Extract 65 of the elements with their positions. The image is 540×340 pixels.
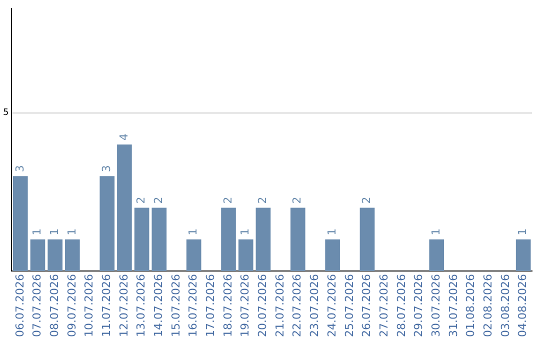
data-label: 1 [429,228,442,236]
data-label: 1 [325,228,338,236]
bar [429,239,444,272]
x-tick-label: 10.07.2026 [82,274,96,338]
data-label: 2 [360,196,374,204]
x-tick-label: 17.07.2026 [204,274,218,338]
data-label: 1 [65,228,78,236]
bar [186,239,202,272]
bar [360,208,375,272]
data-label: 2 [134,196,148,204]
data-label: 2 [221,196,234,204]
bar [100,176,115,272]
bar [152,208,167,272]
x-tick-label: 23.07.2026 [308,274,322,338]
y-tick-label: 5 [2,108,9,118]
data-label: 2 [256,196,270,204]
bar [65,239,80,272]
x-tick-label: 08.07.2026 [48,274,61,338]
x-tick-label: 29.07.2026 [412,274,426,338]
bar [48,239,62,272]
x-tick-label: 22.07.2026 [290,274,304,338]
bar [30,239,46,272]
data-label: 1 [186,228,200,236]
x-tick-label: 20.07.2026 [256,274,270,338]
x-tick-label: 04.08.2026 [516,274,530,338]
data-label: 2 [152,196,165,204]
bar [238,239,254,272]
x-tick-label: 06.07.2026 [13,274,26,338]
x-tick-label: 03.08.2026 [498,274,512,338]
x-tick-label: 21.07.2026 [273,274,286,338]
x-tick-label: 27.07.2026 [377,274,390,338]
data-label: 3 [13,165,26,172]
x-tick-label: 18.07.2026 [221,274,234,338]
data-label: 1 [516,228,530,236]
x-tick-label: 31.07.2026 [446,274,460,338]
bar [117,144,132,272]
data-label: 1 [48,228,61,236]
data-label: 1 [238,228,252,236]
bar [516,239,531,272]
data-label: 2 [290,196,304,204]
x-tick-label: 02.08.2026 [482,274,495,338]
x-tick-label: 11.07.2026 [100,274,113,338]
bar [221,208,236,272]
data-label: 4 [117,133,130,140]
bar [290,208,306,272]
x-tick-label: 30.07.2026 [429,274,442,338]
x-tick-label: 19.07.2026 [238,274,252,338]
x-tick-label: 13.07.2026 [134,274,148,338]
x-tick-label: 14.07.2026 [152,274,165,338]
bar [134,208,150,272]
x-tick-label: 24.07.2026 [325,274,338,338]
x-tick-label: 16.07.2026 [186,274,200,338]
data-label: 1 [30,228,44,236]
x-tick-label: 26.07.2026 [360,274,374,338]
x-tick-label: 07.07.2026 [30,274,44,338]
bar [12,176,28,272]
x-tick-label: 28.07.2026 [394,274,408,338]
x-tick-label: 01.08.2026 [464,274,478,338]
x-tick-label: 09.07.2026 [65,274,78,338]
bar [325,239,340,272]
x-tick-label: 25.07.2026 [342,274,356,338]
x-tick-label: 15.07.2026 [169,274,182,338]
data-label: 3 [100,165,113,172]
x-tick-label: 12.07.2026 [117,274,130,338]
bar [256,208,271,272]
